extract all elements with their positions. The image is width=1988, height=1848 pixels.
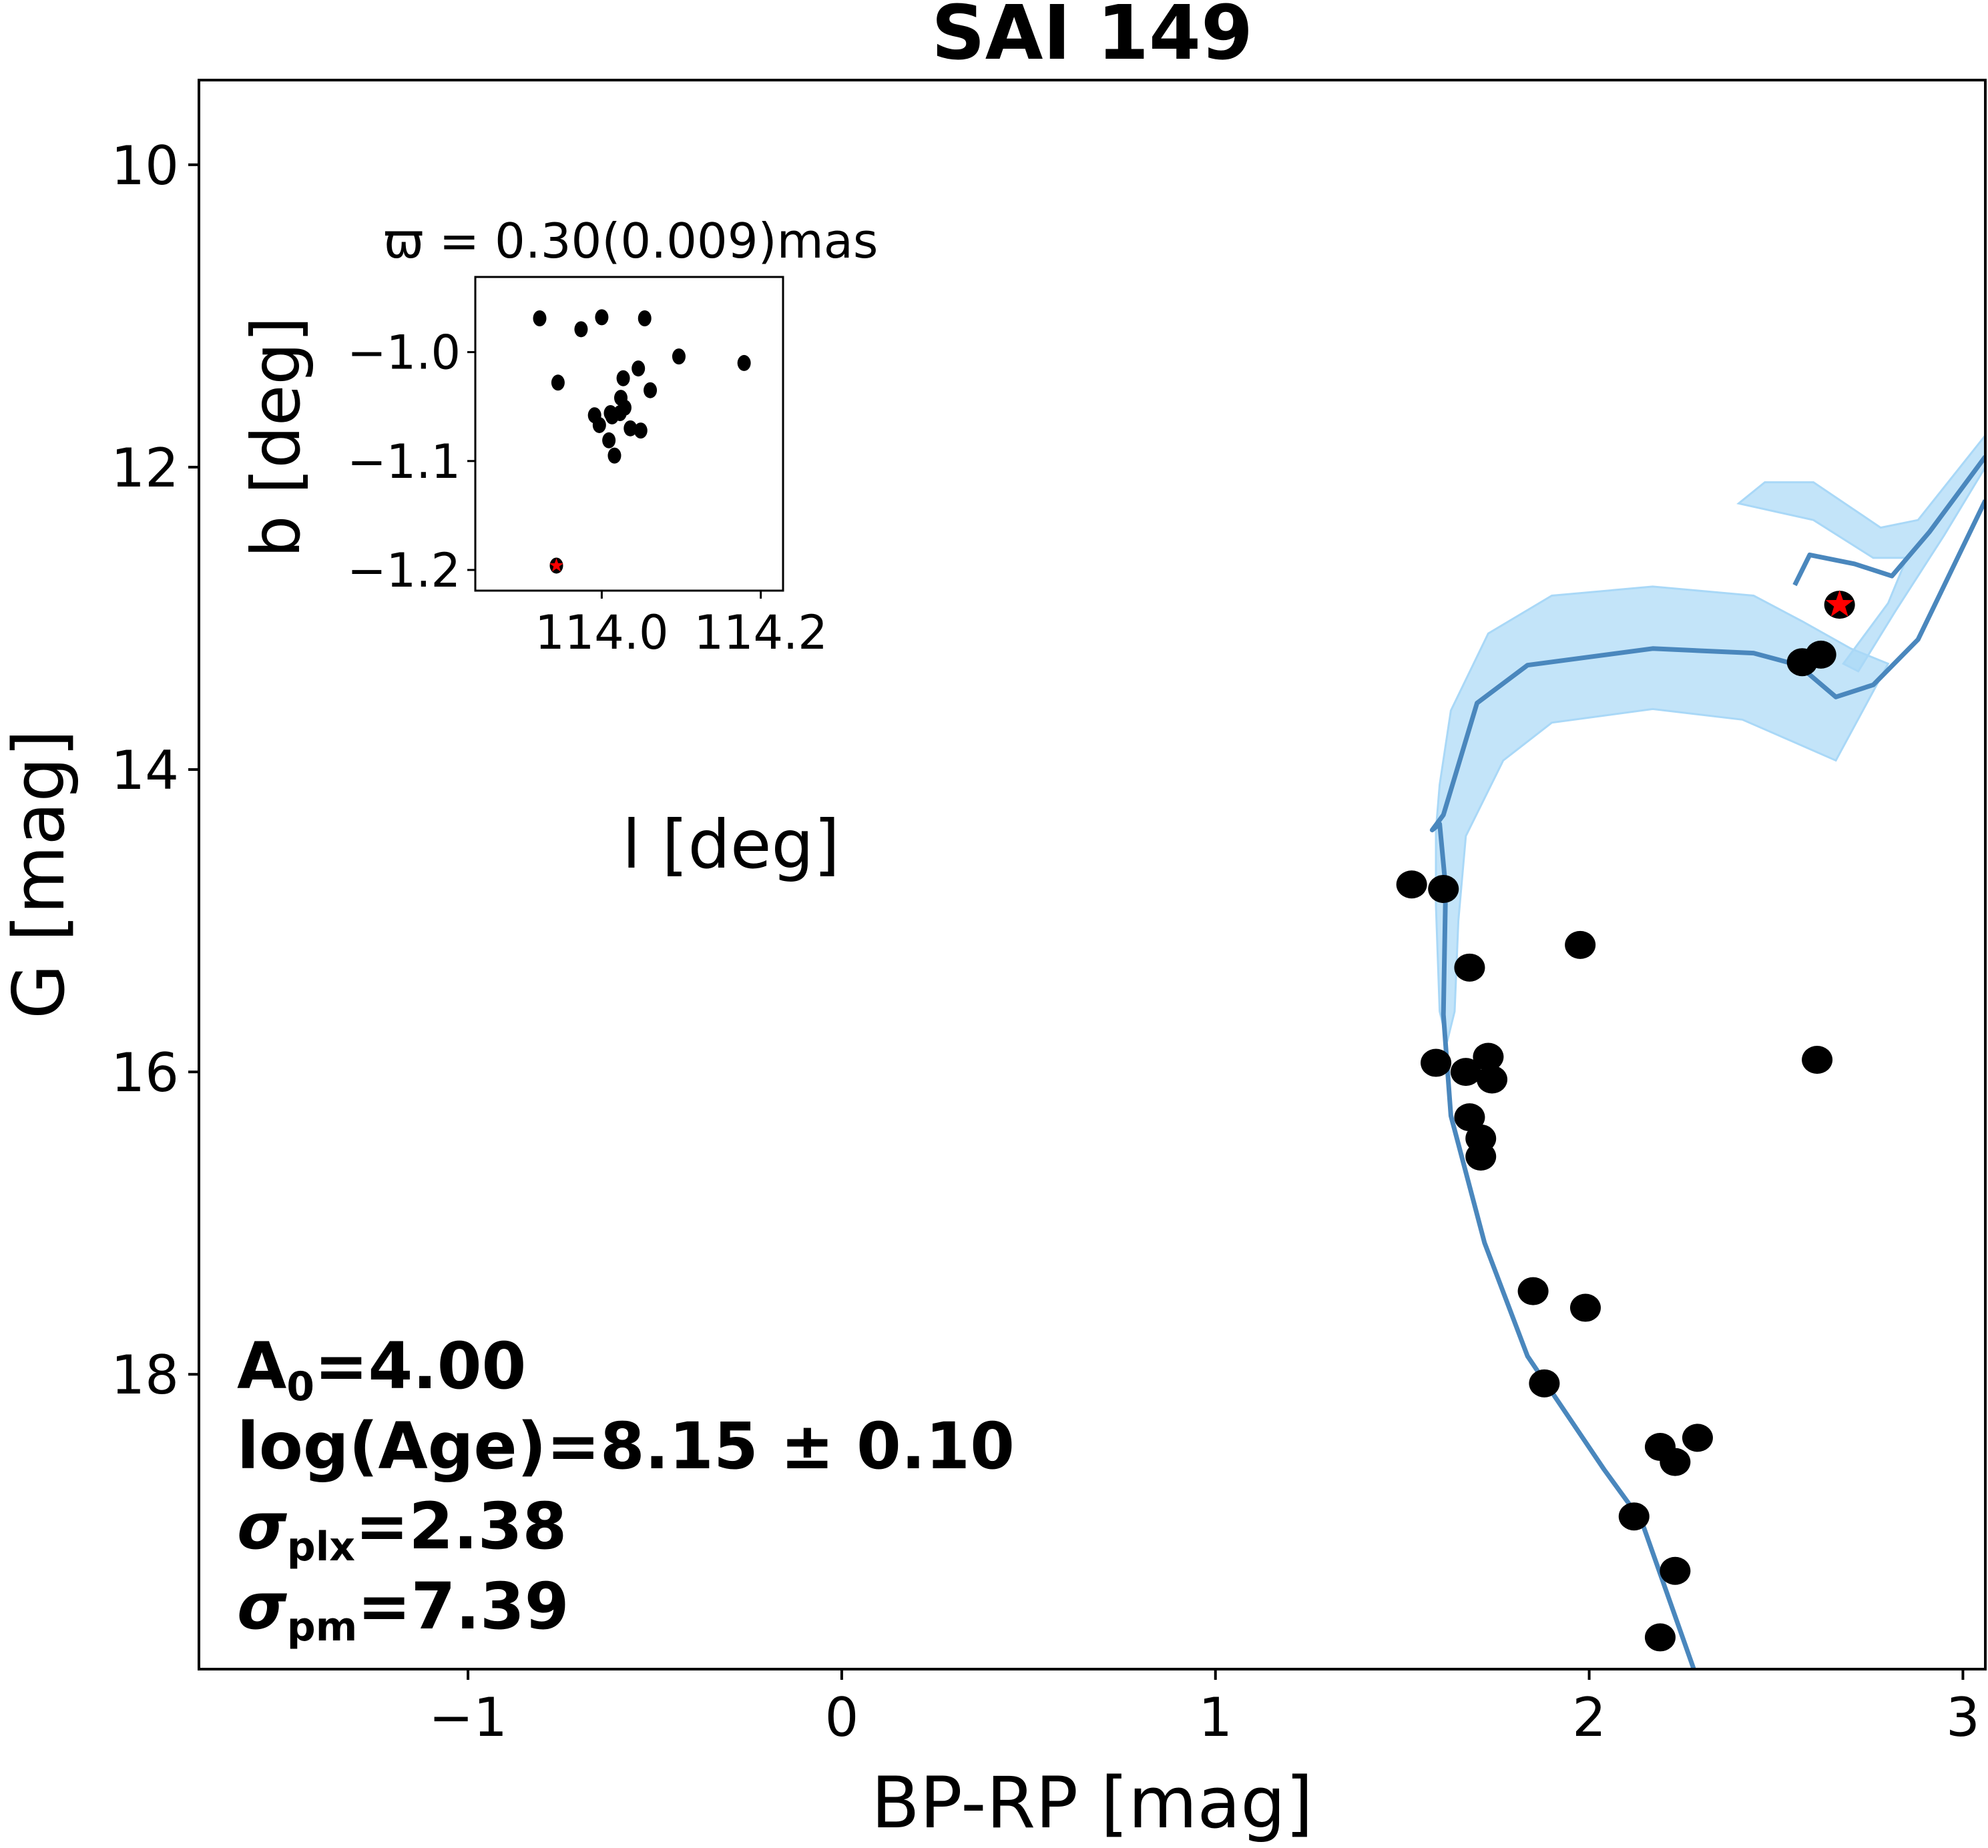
inset-y-tick-label: −1.1 [347, 434, 461, 489]
y-tick-label: 18 [111, 1344, 179, 1406]
inset-member-point [551, 374, 565, 391]
annotation-line: log(Age)=8.15 ± 0.10 [237, 1409, 1015, 1484]
member-star-point [1644, 1623, 1676, 1652]
inset-member-point [605, 408, 619, 424]
member-star-point [1529, 1369, 1560, 1398]
member-star-point [1565, 930, 1596, 959]
member-star-point [1660, 1448, 1691, 1476]
y-axis-label: G [mag] [0, 729, 80, 1019]
plot-frame [198, 79, 1987, 1670]
member-star-point [1569, 1293, 1601, 1322]
x-axis-label: BP-RP [mag] [871, 1762, 1313, 1844]
isochrone-uncertainty-band-upper [1736, 433, 1985, 673]
member-star-point [1428, 875, 1459, 904]
inset-member-point [574, 321, 588, 338]
member-star-point [1682, 1424, 1713, 1452]
annotation-subscript: plx [287, 1524, 355, 1570]
annotation-symbol: σ [237, 1489, 287, 1564]
inset-member-point [737, 354, 751, 371]
member-star-point [1465, 1143, 1497, 1171]
y-tick-label: 10 [111, 135, 179, 197]
annotation-value: =8.15 ± 0.10 [546, 1409, 1014, 1484]
inset-member-point [634, 422, 648, 439]
x-tick-label: 3 [1946, 1686, 1980, 1749]
inset-member-point [592, 416, 606, 433]
annotation-line: σplx=2.38 [237, 1489, 567, 1570]
inset-member-point [672, 348, 686, 365]
isochrone-uncertainty-band [1435, 585, 1890, 1042]
member-star-point [1421, 1048, 1452, 1077]
x-tick-label: 0 [824, 1686, 858, 1749]
annotation-line: σpm=7.39 [237, 1569, 569, 1650]
highlight-star-marker [1825, 590, 1854, 617]
inset-x-tick-label: 114.0 [535, 605, 668, 660]
inset-sky-plot: 114.0 114.2 −1.0 −1.1 −1.2 [347, 276, 828, 660]
member-star-point [1517, 1277, 1549, 1305]
inset-member-point [607, 447, 622, 464]
inset-x-tick-label: 114.2 [694, 605, 827, 660]
member-star-point [1802, 1046, 1833, 1074]
member-star-point [1454, 953, 1485, 982]
x-tick-label: 2 [1572, 1686, 1606, 1749]
member-star-point [1473, 1042, 1504, 1071]
member-star-point [1454, 1103, 1485, 1132]
inset-y-tick-label: −1.2 [347, 543, 461, 598]
member-star-point [1660, 1556, 1691, 1585]
plot-content [1396, 433, 1985, 1669]
isochrone-line [1429, 499, 1985, 1669]
annotation-symbol: log(Age) [237, 1409, 546, 1484]
y-tick-label: 14 [111, 739, 179, 802]
inset-member-point [644, 382, 658, 398]
inset-member-point [632, 360, 646, 377]
inset-highlight-star-marker [549, 558, 563, 572]
inset-member-point [616, 370, 630, 386]
annotation-value: =4.00 [314, 1329, 526, 1404]
annotation-symbol: A [237, 1329, 286, 1404]
annotation-value: =7.39 [357, 1569, 569, 1644]
inset-y-tick-label: −1.0 [347, 326, 461, 380]
inset-member-point [638, 310, 652, 327]
x-tick-label: 1 [1198, 1686, 1232, 1749]
member-star-point [1618, 1502, 1650, 1531]
annotation-value: =2.38 [355, 1489, 567, 1564]
annotation-subscript: 0 [286, 1363, 314, 1410]
inset-title: ϖ = 0.30(0.009)mas [384, 213, 879, 269]
member-star-point [1396, 870, 1427, 899]
isochrone-branch-line [1792, 455, 1985, 587]
annotation-subscript: pm [287, 1604, 357, 1650]
inset-member-point [533, 310, 547, 327]
inset-y-axis-label: b [deg] [237, 316, 315, 558]
chart-title: SAI 149 [931, 0, 1253, 77]
annotation-symbol: σ [237, 1569, 287, 1644]
y-tick-label: 12 [111, 437, 179, 499]
x-tick-label: −1 [429, 1686, 507, 1749]
inset-member-point [602, 432, 616, 448]
member-star-point [1805, 640, 1836, 669]
annotation-line: A0=4.00 [237, 1329, 526, 1410]
inset-member-point [595, 309, 609, 326]
inset-x-axis-label: l [deg] [622, 806, 840, 884]
inset-member-point [624, 420, 638, 436]
member-star-point [1477, 1065, 1508, 1094]
member-star-point [1450, 1058, 1481, 1087]
y-tick-label: 16 [111, 1042, 179, 1104]
